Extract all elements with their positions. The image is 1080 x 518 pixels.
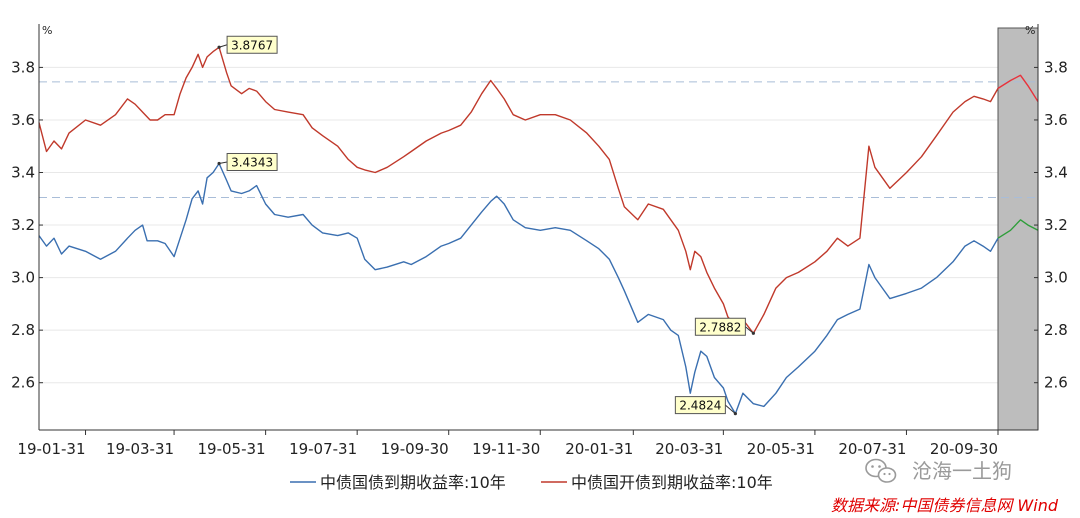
x-tick-label: 19-09-30 [381,440,449,458]
callout-label: 3.8767 [231,38,273,52]
x-tick-label: 19-05-31 [198,440,266,458]
y-tick-label-left: 3.0 [11,269,35,287]
callout-box [226,35,278,54]
y-tick-label-right: 3.8 [1044,58,1068,76]
callout-marker [217,161,221,166]
callout: 3.8767 [217,35,278,54]
callout-leader [745,326,754,334]
source-note: 数据来源:中国债券信息网 Wind [831,496,1059,515]
wechat-icon [865,458,897,483]
y-tick-label-right: 2.6 [1044,374,1068,392]
callout-label: 2.4824 [679,399,721,413]
gridlines [39,66,998,384]
right-unit-label: % [1025,24,1035,37]
legend: 中债国债到期收益率:10年 中债国开债到期收益率:10年 [290,473,773,492]
series-lines [38,46,1039,415]
y-tick-label-left: 3.2 [11,216,35,234]
series-line-0-shaded [997,219,1039,239]
y-tick-label-left: 3.4 [11,164,35,182]
callout-box [226,152,278,171]
legend-label-1: 中债国开债到期收益率:10年 [571,473,773,492]
callout-marker [751,331,755,335]
series-line-1 [38,46,999,334]
y-tick-label-right: 2.8 [1044,321,1068,339]
y-tick-label-right: 3.6 [1044,111,1068,129]
callout: 2.4824 [674,396,737,416]
series-line-1-shaded [997,74,1039,102]
series-line-0 [38,162,999,415]
y-tick-label-right: 3.0 [1044,269,1068,287]
watermark-text: 沧海一土狗 [912,459,1012,483]
callout-marker [733,412,737,416]
callout: 2.7882 [694,317,755,336]
y-tick-label-left: 2.6 [11,374,35,392]
x-tick-label: 19-11-30 [472,440,540,458]
callout: 3.4343 [217,152,278,171]
callout-box [694,317,746,336]
y-tick-label-left: 3.8 [11,58,35,76]
y-tick-label-left: 3.6 [11,111,35,129]
x-tick-label: 19-07-31 [289,440,357,458]
watermark: 沧海一土狗 [865,458,1012,483]
reference-lines [39,81,1038,198]
y-tick-label-left: 2.8 [11,321,35,339]
x-tick-label: 20-03-31 [655,440,723,458]
axes: 2.6 2.6 2.8 2.8 3.0 3.0 3.2 3.2 3.4 3.4 3.6 3.6 3.8 3… [11,24,1068,458]
legend-label-0: 中债国债到期收益率:10年 [320,473,506,492]
shaded-forecast-region [997,27,1039,431]
x-tick-label: 19-03-31 [106,440,174,458]
callout-marker [217,45,221,49]
callout-leader [725,404,736,414]
x-tick-label: 20-05-31 [747,440,815,458]
callout-label: 3.4343 [231,155,273,169]
x-tick-label: 20-07-31 [838,440,906,458]
y-tick-label-right: 3.2 [1044,216,1068,234]
left-unit-label: % [42,24,52,37]
x-tick-label: 19-01-31 [17,440,85,458]
callout-label: 2.7882 [699,320,741,334]
callouts: 3.8767 3.4343 2.7882 2.4824 [217,35,755,416]
x-tick-label: 20-01-31 [565,440,633,458]
callout-box [674,396,726,415]
x-tick-label: 20-09-30 [930,440,998,458]
y-tick-label-right: 3.4 [1044,164,1068,182]
